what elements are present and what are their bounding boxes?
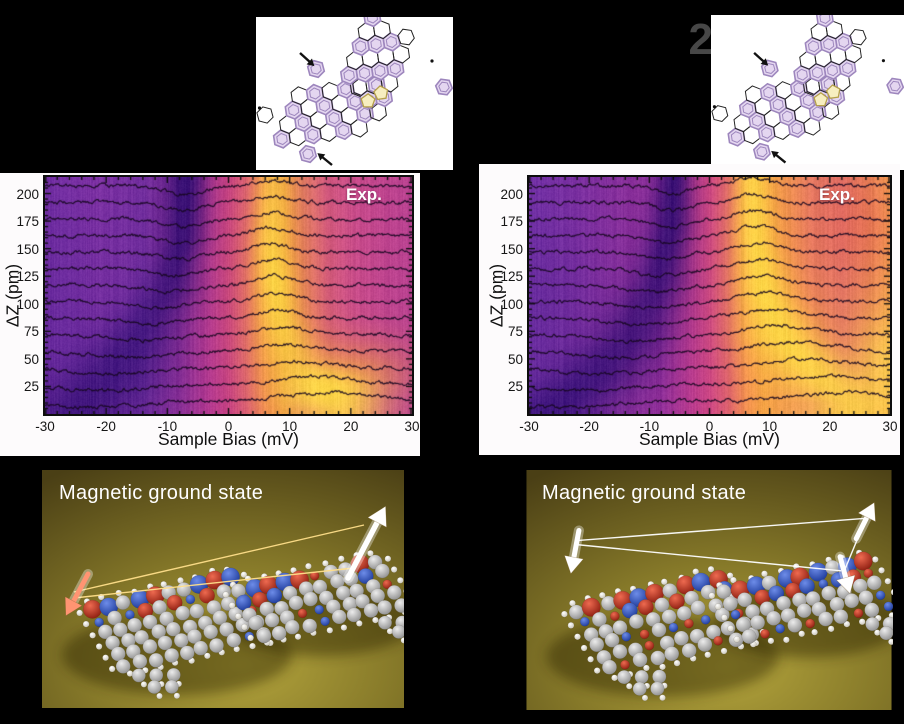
spectroscopy-heatmap-left: Exp. Sample Bias (mV) ΔZ (pm) -30 -20 -10 0… xyxy=(0,173,420,456)
heatmap-canvas xyxy=(527,175,892,416)
x-axis-title: Sample Bias (mV) xyxy=(157,429,299,449)
ground-state-title: Magnetic ground state xyxy=(59,482,264,504)
y-tick-label: 100 xyxy=(500,296,523,312)
x-tick-label: 30 xyxy=(404,419,420,434)
x-tick-label: -30 xyxy=(519,419,539,434)
y-tick-label: 125 xyxy=(16,269,39,285)
y-tick-label: 150 xyxy=(16,241,39,257)
molecule-structure-panel-left xyxy=(256,17,453,170)
x-tick-label: 0 xyxy=(705,419,714,434)
x-tick-label: -30 xyxy=(35,419,55,434)
x-tick-label: -10 xyxy=(639,419,660,434)
magnetic-ground-state-panel-left: Magnetic ground state xyxy=(42,470,404,708)
y-tick-label: 175 xyxy=(16,214,39,230)
spin-density-rendering xyxy=(526,470,893,710)
y-tick-label: 175 xyxy=(500,214,523,230)
y-tick-label: 75 xyxy=(23,324,39,340)
x-tick-label: -20 xyxy=(579,419,599,434)
spin-density-rendering xyxy=(42,470,404,708)
molecule-structure-panel-right xyxy=(711,15,904,170)
panel-number-label: 2 xyxy=(688,15,713,64)
molecule-skeletal-drawing xyxy=(256,17,453,166)
exp-annotation: Exp. xyxy=(346,185,382,204)
x-tick-label: 20 xyxy=(822,419,838,434)
y-tick-label: 50 xyxy=(507,351,523,367)
molecule-skeletal-drawing xyxy=(711,15,904,164)
y-tick-label: 25 xyxy=(23,379,39,395)
ground-state-title: Magnetic ground state xyxy=(542,482,747,504)
x-tick-label: 0 xyxy=(224,419,233,434)
y-tick-label: 200 xyxy=(500,186,523,202)
x-tick-label: 10 xyxy=(762,419,778,434)
y-tick-label: 100 xyxy=(16,296,39,312)
y-tick-label: 150 xyxy=(500,241,523,257)
y-tick-label: 75 xyxy=(507,324,523,340)
heatmap-canvas xyxy=(43,175,414,416)
y-tick-label: 50 xyxy=(23,351,39,367)
exp-annotation: Exp. xyxy=(819,185,855,204)
y-tick-label: 125 xyxy=(500,269,523,285)
x-tick-label: 30 xyxy=(882,419,898,434)
y-tick-label: 200 xyxy=(16,186,39,202)
x-tick-label: 10 xyxy=(282,419,298,434)
y-tick-label: 25 xyxy=(507,379,523,395)
x-axis-title: Sample Bias (mV) xyxy=(638,429,780,449)
x-tick-label: 20 xyxy=(343,419,359,434)
x-tick-label: -10 xyxy=(157,419,178,434)
spectroscopy-heatmap-right: Exp. Sample Bias (mV) ΔZ (pm) -30 -20 -10 0… xyxy=(479,164,900,455)
magnetic-ground-state-panel-right: Magnetic ground state xyxy=(525,470,893,710)
x-tick-label: -20 xyxy=(96,419,116,434)
